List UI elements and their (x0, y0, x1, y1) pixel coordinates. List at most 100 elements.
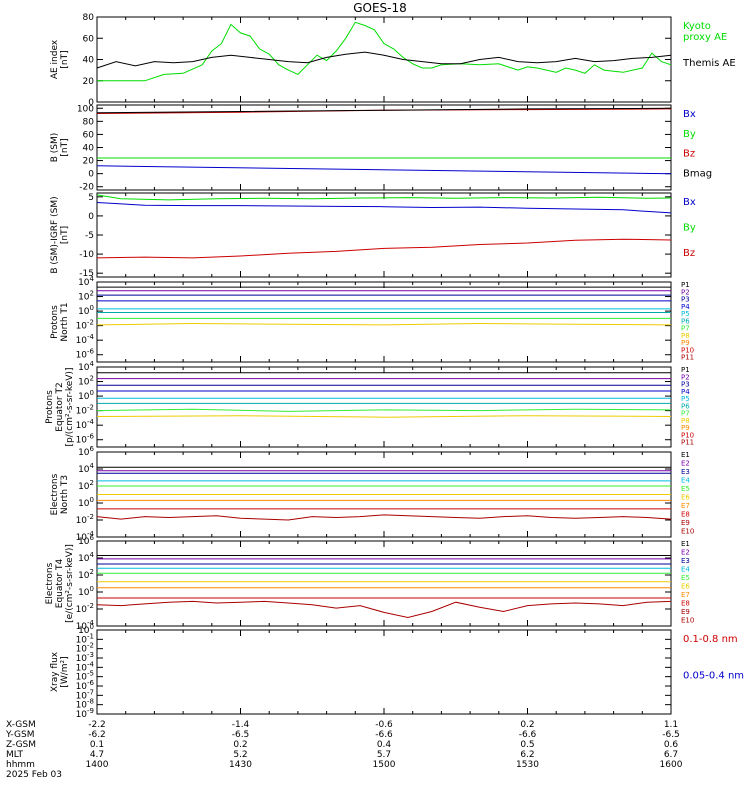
panel-frame (96, 629, 672, 715)
legend-entry: P5 (681, 310, 690, 318)
panel-bsm: -20 0 20 40 60 80 100 B (SM) [nT] Bx By Bz Bmag (50, 104, 712, 192)
legend-entry: P2 (681, 288, 690, 296)
y-tick-label: 40 (83, 144, 95, 154)
legend-entry: P3 (681, 296, 690, 304)
y-axis-label: North T3 (60, 475, 70, 514)
legend-entry: E2 (681, 549, 690, 557)
legend-entry: P4 (681, 303, 690, 311)
legend-entry: Kyoto (683, 21, 711, 32)
series-line-e9 (96, 514, 672, 521)
x-axis-value: 1500 (373, 760, 396, 770)
y-axis-label: [nT] (60, 226, 70, 244)
legend-entry: E7 (681, 502, 690, 510)
date-label: 2025 Feb 03 (6, 770, 62, 780)
x-axis-value: 0.4 (377, 740, 392, 750)
legend-entry: E3 (681, 557, 690, 565)
y-tick-label: -5 (85, 231, 94, 241)
legend-entry: Themis AE (682, 58, 736, 69)
y-tick-label: 100 (77, 104, 94, 114)
legend-entry: E3 (681, 468, 690, 476)
legend-entry: P1 (681, 366, 690, 374)
y-axis-label: AE index (50, 39, 60, 79)
legend-entry: By (683, 129, 696, 140)
x-axis-value: -2.2 (88, 720, 106, 730)
legend-entry: P11 (681, 439, 694, 447)
y-tick-label: 102 (78, 375, 94, 388)
y-axis-label: Electrons (50, 473, 60, 515)
legend-entry: E4 (681, 566, 690, 574)
y-tick-label: 104 (78, 360, 94, 373)
x-axis-value: 0.2 (520, 720, 534, 730)
x-axis-value: 1.1 (664, 720, 678, 730)
legend-entry: By (683, 222, 696, 233)
y-axis-label: Protons (50, 305, 60, 339)
legend-entry: E8 (681, 511, 690, 519)
y-tick-label: 104 (78, 551, 94, 564)
y-tick-label: 102 (78, 290, 94, 303)
y-axis-label: North T1 (60, 302, 70, 341)
legend-entry: P11 (681, 354, 694, 362)
x-axis-row-label: Y-GSM (5, 730, 34, 740)
x-axis-value: 0.6 (664, 740, 679, 750)
y-axis-label: B (SM)-IGRF (SM) (50, 196, 60, 273)
y-tick-label: 80 (83, 13, 95, 23)
legend-entry: 0.1-0.8 nm (683, 634, 738, 645)
y-tick-label: 100 (78, 585, 94, 598)
series-line-e9 (96, 600, 672, 619)
x-axis-value: 1400 (86, 760, 109, 770)
legend-entry: Bx (683, 109, 696, 120)
legend-entry: P1 (681, 281, 690, 289)
legend-entry: 0.05-0.4 nm (683, 671, 744, 682)
legend-entry: proxy AE (683, 32, 727, 43)
y-tick-label: 10-2 (76, 319, 94, 332)
legend-entry: Bz (683, 248, 695, 259)
legend-entry: P10 (681, 346, 694, 354)
panel-frame (96, 540, 672, 627)
legend-entry: P7 (681, 325, 690, 333)
x-axis-value: -1.4 (232, 720, 250, 730)
panel-bigrf: -15 -10 -5 0 5 B (SM)-IGRF (SM) [nT] Bx By Bz (50, 192, 696, 279)
legend-entry: E6 (681, 583, 690, 591)
y-tick-label: 60 (83, 130, 95, 140)
y-tick-label: 40 (83, 56, 95, 66)
x-axis-value: -6.6 (375, 730, 393, 740)
legend-entry: P5 (681, 395, 690, 403)
legend-entry: P6 (681, 317, 690, 325)
x-axis-row-label: MLT (6, 750, 24, 760)
y-tick-label: 10-2 (76, 513, 94, 526)
y-axis-label: Protons (45, 390, 55, 424)
x-axis-value: -0.6 (375, 720, 393, 730)
legend-entry: Bmag (683, 168, 712, 179)
y-tick-label: 10-6 (76, 433, 95, 446)
legend-entry: P6 (681, 402, 690, 410)
x-axis-value: -6.6 (519, 730, 537, 740)
series-line-by (96, 194, 672, 201)
y-tick-label: 102 (78, 479, 94, 492)
y-tick-label: 10-4 (76, 333, 95, 346)
y-tick-label: 60 (83, 34, 95, 44)
legend-entry: E2 (681, 460, 690, 468)
legend-entry: E7 (681, 591, 690, 599)
legend-entry: E9 (681, 519, 690, 527)
legend-entry: P3 (681, 381, 690, 389)
series-line-bx (96, 202, 672, 214)
y-axis-label: [W/m²] (60, 656, 70, 687)
y-tick-label: -15 (79, 269, 94, 279)
y-axis-label: Equator T2 (55, 382, 65, 431)
x-axis-value: 0.5 (520, 740, 534, 750)
series-line-bz (96, 238, 672, 259)
y-tick-label: 10-6 (76, 348, 95, 361)
panel-frame (96, 104, 672, 191)
legend-entry: P7 (681, 410, 690, 418)
x-axis-value: 5.7 (377, 750, 391, 760)
x-axis-value: -6.2 (88, 730, 106, 740)
legend-entry: P2 (681, 373, 690, 381)
series-line-bmag (96, 107, 672, 114)
y-axis-label: [nT] (60, 50, 70, 68)
legend-entry: E10 (681, 617, 694, 625)
x-axis-value: -6.5 (662, 730, 680, 740)
